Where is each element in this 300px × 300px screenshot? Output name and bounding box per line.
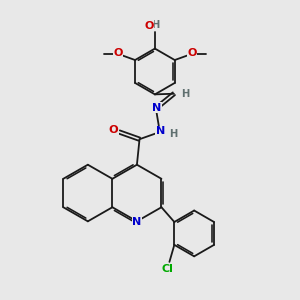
Text: N: N — [152, 103, 161, 113]
Text: H: H — [169, 129, 178, 139]
Text: Cl: Cl — [162, 264, 174, 274]
Text: N: N — [156, 126, 165, 136]
Text: H: H — [152, 20, 160, 30]
Text: O: O — [113, 49, 123, 58]
Text: O: O — [187, 49, 196, 58]
Text: N: N — [132, 217, 142, 227]
Text: O: O — [109, 125, 118, 135]
Text: O: O — [144, 21, 154, 31]
Text: H: H — [181, 89, 190, 99]
